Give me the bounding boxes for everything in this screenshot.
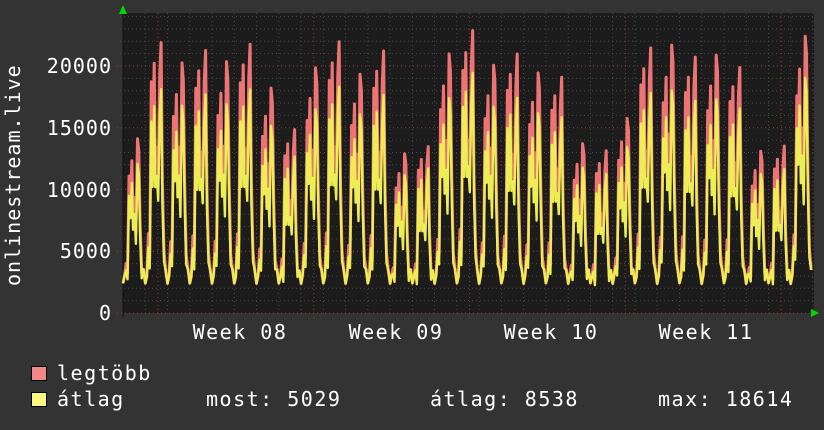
- y-tick-label-20000: 20000: [46, 54, 112, 78]
- x-tick-label-week10: Week 10: [503, 320, 599, 344]
- x-axis-arrow-icon: [811, 309, 819, 317]
- stat-atlag: átlag: 8538: [430, 387, 579, 411]
- y-axis-arrow-icon: [119, 5, 127, 14]
- y-axis-title: onlinestream.live: [1, 64, 25, 286]
- legend-swatch-atlag: [31, 392, 47, 407]
- x-tick-label-week11: Week 11: [658, 320, 754, 344]
- legend-swatch-legtobb: [31, 366, 47, 381]
- y-tick-label-10000: 10000: [46, 178, 112, 202]
- y-tick-label-15000: 15000: [46, 116, 112, 140]
- stat-most: most: 5029: [206, 387, 342, 411]
- x-tick-label-week09: Week 09: [348, 320, 444, 344]
- series-atlag-line: [121, 71, 813, 287]
- stat-max: max: 18614: [658, 387, 794, 411]
- legend-label-legtobb: legtöbb: [57, 361, 152, 385]
- chart-canvas: [117, 5, 819, 319]
- y-tick-label-0: 0: [98, 301, 112, 325]
- y-tick-label-5000: 5000: [59, 239, 112, 263]
- legend-label-atlag: átlag: [57, 387, 125, 411]
- x-tick-label-week08: Week 08: [192, 320, 288, 344]
